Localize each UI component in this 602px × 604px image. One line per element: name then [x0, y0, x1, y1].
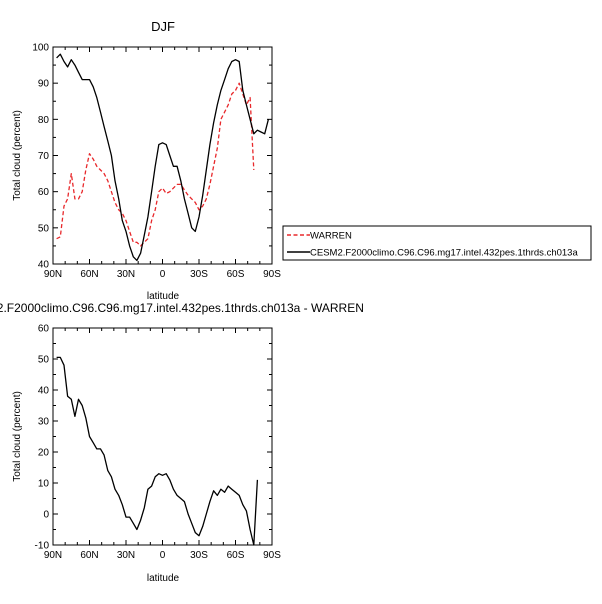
bottom-y-axis-label: Total cloud (percent) — [12, 391, 23, 482]
top-chart-title: DJF — [151, 19, 175, 34]
bottom-chart-title: CESM2.F2000climo.C96.C96.mg17.intel.432p… — [0, 301, 364, 315]
top-x-tick-label: 60N — [80, 269, 98, 280]
top-series-cesm2 — [56, 53, 270, 262]
top-x-tick-label: 30N — [117, 269, 135, 280]
legend-label-warren: WARREN — [310, 231, 352, 242]
legend: WARREN CESM2.F2000climo.C96.C96.mg17.int… — [282, 225, 592, 261]
top-x-tick-label: 90S — [263, 269, 281, 280]
top-x-tick-label: 30S — [190, 269, 208, 280]
top-y-tick-label: 50 — [38, 223, 50, 234]
bottom-y-tick-label: 60 — [38, 324, 50, 335]
top-panel: DJF 90N 60N 30N 0 30S 60S 90S 40 50 60 70 80 90 100 l… — [12, 19, 281, 302]
bottom-x-tick-label: 30S — [190, 550, 208, 561]
top-y-tick-label: 100 — [32, 43, 49, 54]
bottom-x-tick-label: 30N — [117, 550, 135, 561]
top-x-tick-label: 60S — [227, 269, 245, 280]
bottom-x-tick-label: 0 — [160, 550, 166, 561]
bottom-plot-frame — [52, 327, 273, 546]
bottom-series-line — [56, 356, 259, 546]
bottom-x-tick-label: 60N — [80, 550, 98, 561]
top-x-tick-label: 90N — [44, 269, 62, 280]
bottom-x-axis-label: latitude — [147, 573, 180, 584]
top-y-tick-label: 60 — [38, 187, 50, 198]
top-x-tick-label: 0 — [160, 269, 166, 280]
legend-box — [282, 225, 592, 261]
bottom-y-tick-label: 30 — [38, 417, 50, 428]
bottom-y-tick-label: 20 — [38, 448, 50, 459]
top-y-tick-label: 90 — [38, 79, 50, 90]
legend-label-cesm2: CESM2.F2000climo.C96.C96.mg17.intel.432p… — [310, 248, 578, 259]
bottom-y-tick-label: 0 — [43, 510, 49, 521]
bottom-panel: CESM2.F2000climo.C96.C96.mg17.intel.432p… — [0, 301, 364, 584]
bottom-x-tick-label: 90N — [44, 550, 62, 561]
bottom-y-tick-label: 40 — [38, 386, 50, 397]
top-x-axis-label: latitude — [147, 291, 180, 302]
top-y-tick-label: 40 — [38, 260, 50, 271]
bottom-y-tick-label: -10 — [35, 541, 50, 552]
bottom-y-tick-label: 10 — [38, 479, 50, 490]
top-y-axis-label: Total cloud (percent) — [12, 110, 23, 201]
bottom-x-tick-label: 90S — [263, 550, 281, 561]
top-series-warren — [56, 82, 255, 247]
bottom-y-tick-label: 50 — [38, 355, 50, 366]
top-y-tick-label: 80 — [38, 115, 50, 126]
top-y-tick-label: 70 — [38, 151, 50, 162]
bottom-x-tick-label: 60S — [227, 550, 245, 561]
